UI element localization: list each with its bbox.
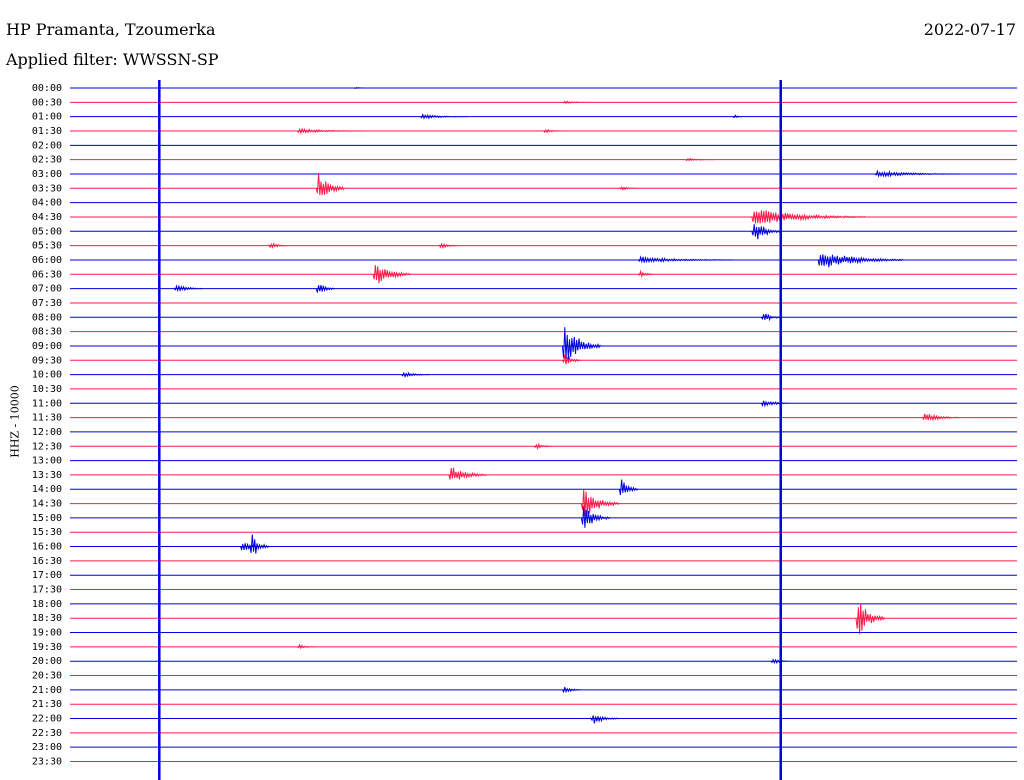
time-row-label: 00:00 <box>32 83 62 94</box>
time-row-label: 12:30 <box>32 441 62 452</box>
time-row-label: 16:00 <box>32 542 62 553</box>
time-row-label: 12:00 <box>32 427 62 438</box>
trace-line <box>70 210 1017 224</box>
time-row-label: 03:00 <box>32 169 62 180</box>
time-row-label: 10:30 <box>32 384 62 395</box>
time-row-label: 18:00 <box>32 599 62 610</box>
time-row-label: 02:00 <box>32 140 62 151</box>
station-title: HP Pramanta, Tzoumerka <box>6 20 216 39</box>
time-row-label: 14:30 <box>32 499 62 510</box>
time-row-label: 08:30 <box>32 327 62 338</box>
time-row-label: 09:00 <box>32 341 62 352</box>
trace-line <box>70 506 1017 528</box>
trace-line <box>70 603 1017 635</box>
time-row-label: 22:00 <box>32 714 62 725</box>
trace-line <box>70 479 1017 495</box>
time-row-label: 23:30 <box>32 757 62 768</box>
time-row-label: 16:30 <box>32 556 62 567</box>
trace-line <box>70 658 1017 665</box>
trace-line <box>70 534 1017 554</box>
trace-line <box>70 643 1017 650</box>
trace-line <box>70 467 1017 480</box>
trace-line <box>70 400 1017 408</box>
time-row-label: 03:30 <box>32 183 62 194</box>
time-row-label: 06:00 <box>32 255 62 266</box>
time-row-label: 20:30 <box>32 671 62 682</box>
trace-line <box>70 100 1017 105</box>
trace-line <box>70 284 1017 293</box>
time-row-label: 23:00 <box>32 742 62 753</box>
time-row-label: 04:00 <box>32 198 62 209</box>
time-row-label: 15:30 <box>32 527 62 538</box>
time-row-label: 13:30 <box>32 470 62 481</box>
trace-line <box>70 127 1017 135</box>
time-row-label: 19:30 <box>32 642 62 653</box>
trace-line <box>70 169 1017 178</box>
trace-line <box>70 413 1017 422</box>
trace-line <box>70 371 1017 379</box>
trace-line <box>70 254 1017 268</box>
time-row-label: 14:00 <box>32 484 62 495</box>
time-row-label: 01:00 <box>32 112 62 123</box>
trace-line <box>70 354 1017 365</box>
time-row-label: 04:30 <box>32 212 62 223</box>
trace-line <box>70 442 1017 450</box>
time-row-label: 21:00 <box>32 685 62 696</box>
time-row-label: 10:00 <box>32 370 62 381</box>
trace-line <box>70 172 1017 196</box>
time-row-label: 06:30 <box>32 269 62 280</box>
trace-line <box>70 86 1017 89</box>
trace-line <box>70 488 1017 516</box>
time-row-label: 20:00 <box>32 656 62 667</box>
time-row-label: 09:30 <box>32 355 62 366</box>
time-row-label: 07:30 <box>32 298 62 309</box>
trace-line <box>70 224 1017 240</box>
trace-line <box>70 313 1017 322</box>
time-row-label: 02:30 <box>32 155 62 166</box>
time-row-label: 17:00 <box>32 570 62 581</box>
time-row-label: 15:00 <box>32 513 62 524</box>
time-row-label: 07:00 <box>32 284 62 295</box>
time-row-label: 05:00 <box>32 226 62 237</box>
trace-line <box>70 242 1017 250</box>
trace-line <box>70 327 1017 360</box>
time-row-label: 19:00 <box>32 628 62 639</box>
trace-line <box>70 686 1017 694</box>
time-row-label: 08:00 <box>32 312 62 323</box>
filter-label: Applied filter: WWSSN-SP <box>6 50 219 69</box>
time-row-label: 01:30 <box>32 126 62 137</box>
time-row-label: 17:30 <box>32 585 62 596</box>
time-row-label: 11:00 <box>32 398 62 409</box>
time-row-label: 05:30 <box>32 241 62 252</box>
date-label: 2022-07-17 <box>923 20 1016 39</box>
time-row-label: 00:30 <box>32 97 62 108</box>
time-row-label: 11:30 <box>32 413 62 424</box>
time-row-label: 22:30 <box>32 728 62 739</box>
trace-line <box>70 265 1017 284</box>
time-row-label: 18:30 <box>32 613 62 624</box>
time-row-label: 13:00 <box>32 456 62 467</box>
trace-line <box>70 157 1017 162</box>
trace-line <box>70 112 1017 120</box>
time-row-label: 21:30 <box>32 699 62 710</box>
trace-line <box>70 715 1017 724</box>
